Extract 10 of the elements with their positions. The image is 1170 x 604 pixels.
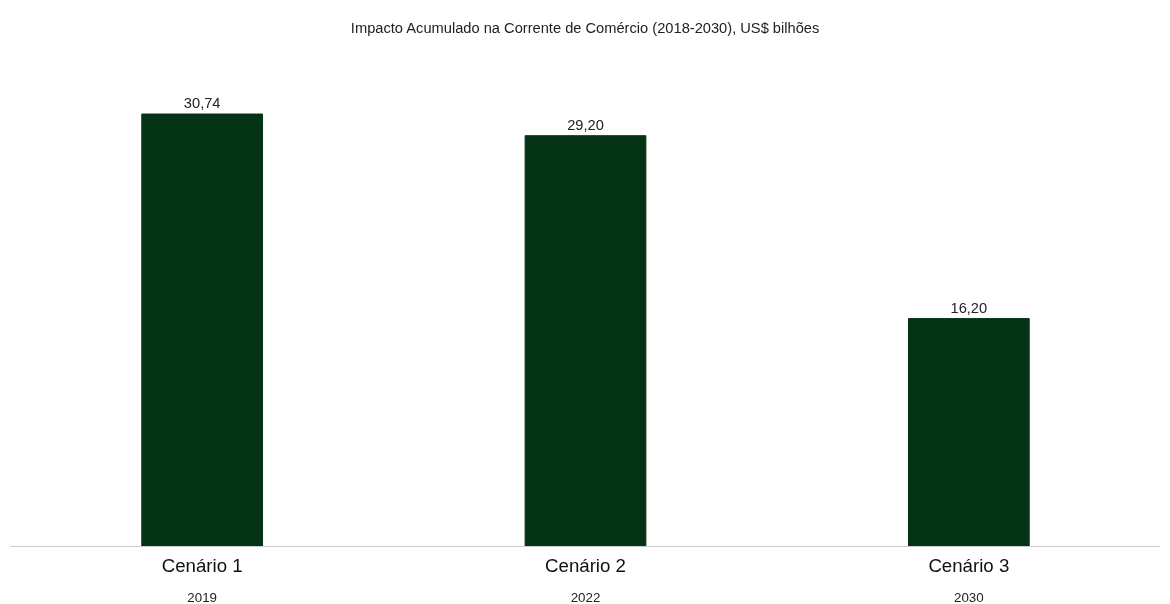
x-tick-label: Cenário 3 <box>928 554 1010 576</box>
x-tick-label: Cenário 1 <box>161 554 243 576</box>
text: 2030 <box>954 589 984 604</box>
chart-title: Impacto Acumulado na Corrente de Comércio (2018-2030), US$ bilhões <box>350 19 820 36</box>
text: 2019 <box>187 589 217 604</box>
x-tick-label: Cenário 2 <box>545 554 626 576</box>
data-label: 16,20 <box>950 299 988 316</box>
data-label: 29,20 <box>567 116 604 133</box>
data-label: 30,74 <box>183 95 221 112</box>
text: 2022 <box>570 589 601 604</box>
